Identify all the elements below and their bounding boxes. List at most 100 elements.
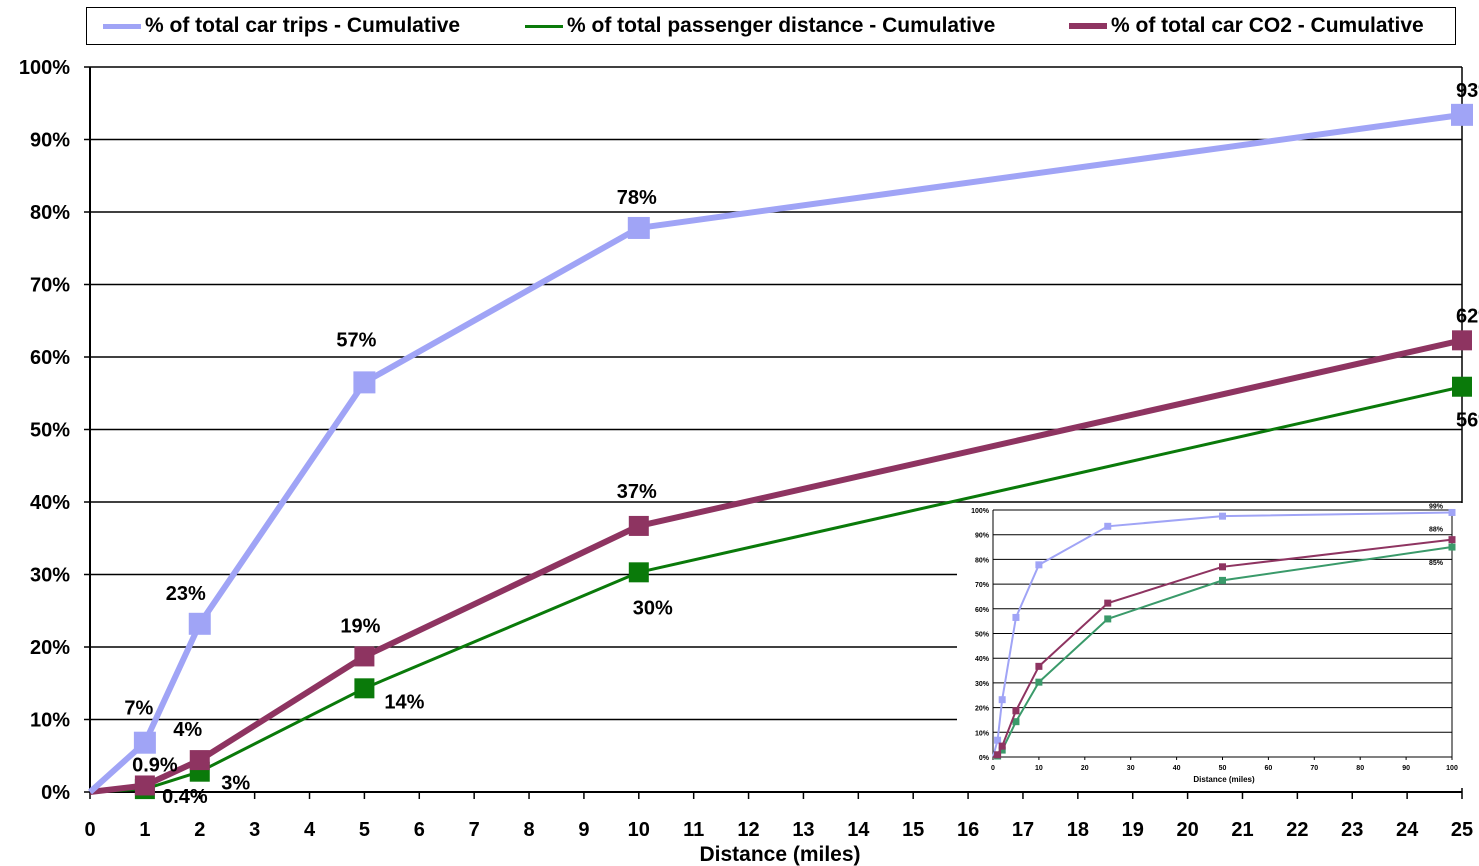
inset-end-label-car-trips: 99% bbox=[1429, 503, 1444, 510]
inset-data-point-car-trips bbox=[1219, 512, 1226, 520]
inset-data-point-car-trips bbox=[994, 736, 1002, 744]
x-tick-label: 20 bbox=[1176, 819, 1198, 841]
inset-data-point-passenger-distance bbox=[1104, 615, 1112, 623]
inset-y-tick-label: 0% bbox=[979, 755, 990, 762]
x-tick-label: 13 bbox=[792, 819, 814, 841]
inset-end-label-car-co2: 88% bbox=[1429, 527, 1444, 534]
data-point-passenger-distance bbox=[1452, 376, 1472, 397]
inset-background bbox=[957, 503, 1466, 788]
y-tick-label: 90% bbox=[30, 130, 70, 152]
data-label-passenger-distance: 56% bbox=[1456, 410, 1479, 432]
inset-x-tick-label: 50 bbox=[1219, 765, 1227, 772]
inset-data-point-car-co2 bbox=[1219, 563, 1226, 571]
x-tick-label: 1 bbox=[139, 819, 150, 841]
main-series bbox=[87, 103, 1473, 800]
y-tick-label: 60% bbox=[30, 347, 70, 369]
y-tick-label: 100% bbox=[19, 57, 70, 79]
inset-gridlines bbox=[992, 509, 1453, 760]
data-point-car-co2 bbox=[354, 646, 375, 667]
inset-y-tick-label: 50% bbox=[975, 632, 990, 639]
legend-label-passenger-distance: % of total passenger distance - Cumulati… bbox=[567, 14, 996, 37]
inset-data-point-passenger-distance bbox=[998, 746, 1006, 754]
x-tick-label: 4 bbox=[304, 819, 316, 841]
data-label-car-trips: 57% bbox=[336, 329, 376, 351]
x-tick-label: 11 bbox=[683, 819, 704, 841]
inset-y-tick-label: 60% bbox=[975, 607, 990, 614]
x-tick-label: 10 bbox=[628, 819, 650, 841]
y-tick-label: 50% bbox=[30, 420, 70, 442]
inset-tick-labels: 0% 10% 20% 30% 40% 50% 60% 70% 80% 90% 100% 0 10 20 30… bbox=[971, 508, 1458, 772]
inset-x-axis-title: Distance (miles) bbox=[1193, 775, 1255, 784]
x-tick-label: 16 bbox=[957, 819, 979, 841]
inset-data-point-car-trips bbox=[1448, 508, 1456, 516]
data-point-passenger-distance bbox=[354, 678, 375, 699]
data-label-passenger-distance: 3% bbox=[221, 773, 250, 795]
inset-data-point-car-trips bbox=[1035, 561, 1043, 569]
inset-y-tick-label: 10% bbox=[975, 730, 990, 737]
inset-y-tick-label: 100% bbox=[971, 508, 990, 515]
inset-x-tick-label: 40 bbox=[1173, 765, 1181, 772]
x-tick-label: 25 bbox=[1451, 819, 1473, 841]
inset-data-point-car-trips bbox=[1104, 522, 1112, 530]
y-tick-label: 80% bbox=[30, 202, 70, 224]
data-label-car-co2: 37% bbox=[617, 481, 657, 503]
inset-x-tick-label: 30 bbox=[1127, 765, 1135, 772]
data-label-car-co2: 0.9% bbox=[132, 754, 178, 776]
data-label-car-co2: 19% bbox=[340, 615, 380, 637]
inset-series-line-car-trips bbox=[992, 511, 1453, 758]
x-tick-label: 0 bbox=[84, 819, 95, 841]
data-label-car-co2: 62% bbox=[1456, 305, 1479, 327]
inset-x-tick-label: 20 bbox=[1081, 765, 1089, 772]
x-tick-label: 15 bbox=[902, 819, 924, 841]
inset-data-point-car-co2 bbox=[1012, 707, 1020, 715]
data-label-passenger-distance: 30% bbox=[633, 597, 673, 619]
x-tick-label: 12 bbox=[737, 819, 759, 841]
data-point-car-trips bbox=[353, 371, 376, 394]
data-point-car-co2 bbox=[1452, 330, 1472, 351]
inset-series bbox=[992, 508, 1456, 760]
inset-y-tick-label: 20% bbox=[975, 706, 990, 713]
x-tick-label: 22 bbox=[1286, 819, 1308, 841]
data-label-car-trips: 78% bbox=[617, 187, 657, 209]
data-label-car-trips: 7% bbox=[124, 698, 153, 720]
x-tick-label: 19 bbox=[1122, 819, 1144, 841]
x-tick-label: 18 bbox=[1067, 819, 1089, 841]
data-label-car-co2: 4% bbox=[173, 719, 202, 741]
legend-item-passenger-distance: % of total passenger distance - Cumulati… bbox=[525, 8, 995, 44]
legend-swatch-car-co2 bbox=[1069, 23, 1107, 29]
x-tick-label: 9 bbox=[578, 819, 589, 841]
data-point-car-co2 bbox=[189, 750, 210, 771]
inset-x-tick-label: 60 bbox=[1265, 765, 1273, 772]
data-point-passenger-distance bbox=[628, 562, 649, 583]
inset-data-point-car-co2 bbox=[1448, 536, 1456, 544]
inset-x-tick-label: 70 bbox=[1310, 765, 1318, 772]
data-label-car-trips: 23% bbox=[166, 583, 206, 605]
inset-x-tick-label: 10 bbox=[1035, 765, 1043, 772]
inset-data-point-car-trips bbox=[1012, 613, 1020, 621]
legend-label-car-co2: % of total car CO2 - Cumulative bbox=[1111, 14, 1424, 37]
inset-data-point-passenger-distance bbox=[1448, 543, 1456, 551]
inset-data-point-car-co2 bbox=[994, 751, 1002, 759]
x-axis-title: Distance (miles) bbox=[699, 843, 860, 866]
x-tick-label: 23 bbox=[1341, 819, 1363, 841]
legend-swatch-passenger-distance bbox=[525, 24, 563, 28]
inset-chart: 0% 10% 20% 30% 40% 50% 60% 70% 80% 90% 100% 0 10 20 30… bbox=[957, 503, 1466, 788]
x-tick-label: 2 bbox=[194, 819, 205, 841]
inset-y-tick-label: 30% bbox=[975, 681, 990, 688]
x-tick-label: 21 bbox=[1231, 819, 1253, 841]
inset-data-point-passenger-distance bbox=[1219, 576, 1226, 584]
y-tick-label: 10% bbox=[30, 710, 70, 732]
x-tick-label: 17 bbox=[1012, 819, 1034, 841]
data-point-car-trips bbox=[133, 731, 156, 754]
inset-data-point-car-co2 bbox=[1035, 662, 1043, 670]
x-tick-label: 8 bbox=[523, 819, 534, 841]
x-tick-label: 14 bbox=[847, 819, 870, 841]
inset-y-tick-label: 70% bbox=[975, 582, 990, 589]
data-label-passenger-distance: 14% bbox=[384, 691, 424, 713]
x-tick-label: 6 bbox=[414, 819, 425, 841]
legend-item-car-co2: % of total car CO2 - Cumulative bbox=[1069, 8, 1424, 44]
inset-x-tick-label: 90 bbox=[1402, 765, 1410, 772]
inset-y-tick-label: 80% bbox=[975, 557, 990, 564]
inset-data-point-passenger-distance bbox=[1035, 678, 1043, 686]
